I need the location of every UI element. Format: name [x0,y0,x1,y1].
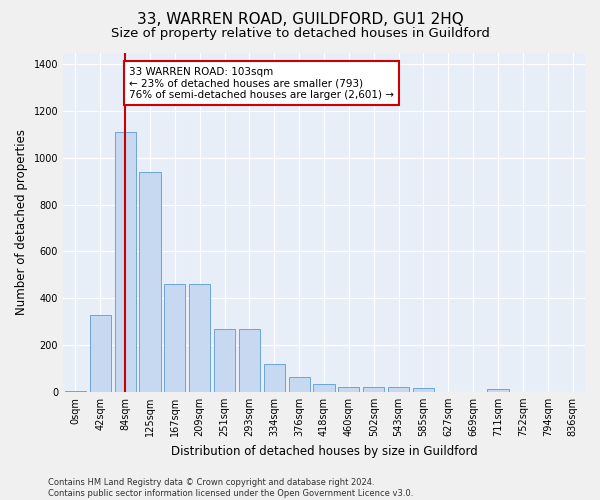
Bar [338,387,359,392]
Bar [214,328,235,392]
Bar [289,376,310,392]
Text: Size of property relative to detached houses in Guildford: Size of property relative to detached ho… [110,28,490,40]
Bar [164,284,185,392]
Bar [189,284,211,392]
Bar [239,328,260,392]
Bar [487,390,509,392]
Bar [363,387,384,392]
Bar [139,172,161,392]
Bar [313,384,335,392]
Text: Contains HM Land Registry data © Crown copyright and database right 2024.
Contai: Contains HM Land Registry data © Crown c… [48,478,413,498]
X-axis label: Distribution of detached houses by size in Guildford: Distribution of detached houses by size … [170,444,478,458]
Text: 33, WARREN ROAD, GUILDFORD, GU1 2HQ: 33, WARREN ROAD, GUILDFORD, GU1 2HQ [137,12,463,28]
Bar [264,364,285,392]
Text: 33 WARREN ROAD: 103sqm
← 23% of detached houses are smaller (793)
76% of semi-de: 33 WARREN ROAD: 103sqm ← 23% of detached… [129,66,394,100]
Bar [115,132,136,392]
Bar [65,390,86,392]
Bar [388,387,409,392]
Bar [90,314,111,392]
Y-axis label: Number of detached properties: Number of detached properties [15,129,28,315]
Bar [413,388,434,392]
